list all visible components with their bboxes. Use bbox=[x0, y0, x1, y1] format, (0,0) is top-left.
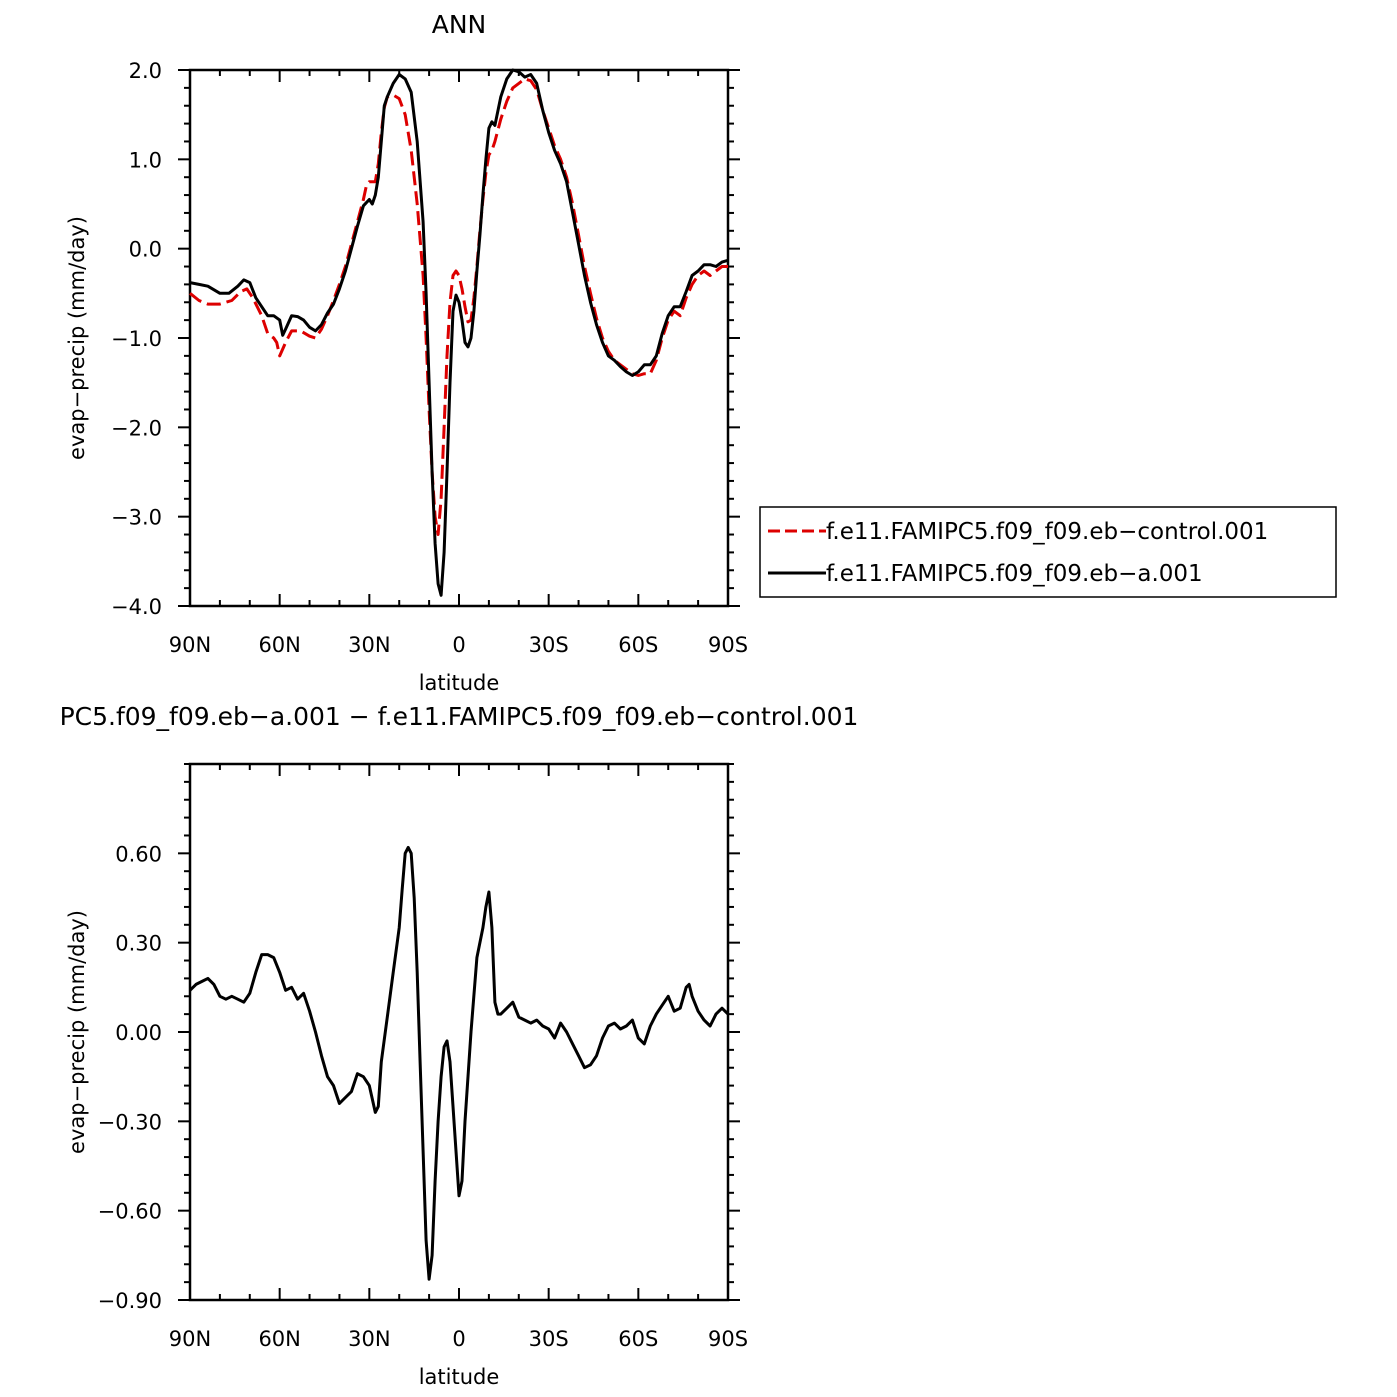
top-y-tick-label: −1.0 bbox=[111, 327, 162, 351]
bottom-chart: PC5.f09_f09.eb−a.001 − f.e11.FAMIPC5.f09… bbox=[60, 702, 859, 1389]
bottom-x-axis-label: latitude bbox=[419, 1365, 500, 1389]
bottom-x-tick-label: 60N bbox=[258, 1327, 300, 1351]
bottom-chart-title: PC5.f09_f09.eb−a.001 − f.e11.FAMIPC5.f09… bbox=[60, 702, 859, 731]
top-y-tick-label: −2.0 bbox=[111, 416, 162, 440]
bottom-x-tick-label: 60S bbox=[618, 1327, 658, 1351]
top-y-tick-label: 2.0 bbox=[129, 59, 162, 83]
top-y-axis-label: evap−precip (mm/day) bbox=[65, 216, 89, 460]
top-series-line-1 bbox=[189, 77, 728, 536]
bottom-series-line-1 bbox=[188, 845, 730, 1281]
legend-label-1: f.e11.FAMIPC5.f09_f09.eb−control.001 bbox=[826, 519, 1268, 545]
bottom-y-tick-label: −0.60 bbox=[98, 1200, 162, 1224]
bottom-y-tick-label: 0.00 bbox=[115, 1021, 162, 1045]
legend-box bbox=[759, 506, 1337, 598]
top-y-tick-label: −3.0 bbox=[111, 506, 162, 530]
top-x-tick-label: 30N bbox=[348, 633, 390, 657]
top-x-tick-label: 0 bbox=[452, 633, 465, 657]
bottom-x-tick-label: 0 bbox=[452, 1327, 465, 1351]
bottom-y-tick-label: −0.30 bbox=[98, 1110, 162, 1134]
legend-label-2: f.e11.FAMIPC5.f09_f09.eb−a.001 bbox=[826, 561, 1203, 587]
bottom-x-tick-label: 90N bbox=[169, 1327, 211, 1351]
bottom-y-axis-label: evap−precip (mm/day) bbox=[65, 910, 89, 1154]
bottom-y-tick-label: −0.90 bbox=[98, 1289, 162, 1313]
top-x-axis-label: latitude bbox=[419, 671, 500, 695]
bottom-x-tick-label: 30S bbox=[529, 1327, 569, 1351]
top-x-tick-label: 60N bbox=[258, 633, 300, 657]
bottom-y-tick-label: 0.60 bbox=[115, 842, 162, 866]
top-x-tick-label: 30S bbox=[529, 633, 569, 657]
bottom-x-tick-label: 30N bbox=[348, 1327, 390, 1351]
top-chart: ANN 90N 60N 30N 0 30S 60S 90S 2.0 1.0 0.0 −1.0 −2.0 −… bbox=[65, 10, 1337, 695]
top-chart-title: ANN bbox=[432, 10, 487, 39]
top-series-line-2 bbox=[189, 68, 729, 597]
top-y-tick-label: 1.0 bbox=[129, 148, 162, 172]
top-y-tick-label: 0.0 bbox=[129, 238, 162, 262]
top-x-tick-label: 60S bbox=[618, 633, 658, 657]
top-x-tick-label: 90N bbox=[169, 633, 211, 657]
bottom-x-tick-label: 90S bbox=[708, 1327, 748, 1351]
bottom-y-tick-label: 0.30 bbox=[115, 932, 162, 956]
top-x-tick-label: 90S bbox=[708, 633, 748, 657]
top-y-tick-label: −4.0 bbox=[111, 595, 162, 619]
top-plot-frame bbox=[188, 68, 730, 608]
